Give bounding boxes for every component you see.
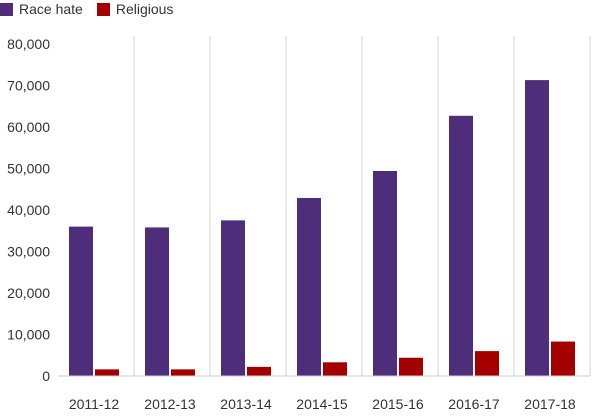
legend-label-religious: Religious bbox=[115, 1, 174, 17]
y-tick-label: 60,000 bbox=[7, 119, 50, 135]
bar-race-hate bbox=[373, 170, 397, 376]
legend-swatch-religious bbox=[96, 2, 110, 16]
bar-race-hate bbox=[525, 80, 549, 376]
bar-race-hate bbox=[145, 227, 169, 376]
x-tick-label: 2011-12 bbox=[69, 396, 120, 412]
x-tick-label: 2014-15 bbox=[296, 396, 348, 412]
y-tick-label: 20,000 bbox=[7, 285, 50, 301]
y-tick-label: 0 bbox=[42, 368, 50, 384]
bar-religious bbox=[323, 362, 347, 376]
x-tick-label: 2017-18 bbox=[524, 396, 576, 412]
y-tick-label: 30,000 bbox=[7, 244, 50, 260]
bar-religious bbox=[171, 369, 195, 376]
bar-religious bbox=[551, 341, 575, 376]
bar-religious bbox=[475, 351, 499, 376]
y-tick-label: 70,000 bbox=[7, 78, 50, 94]
bar-race-hate bbox=[69, 226, 93, 376]
y-tick-label: 10,000 bbox=[7, 327, 50, 343]
bar-religious bbox=[247, 366, 271, 376]
x-tick-label: 2012-13 bbox=[144, 396, 196, 412]
bar-religious bbox=[399, 357, 423, 376]
y-tick-label: 80,000 bbox=[7, 36, 50, 52]
x-tick-label: 2013-14 bbox=[220, 396, 272, 412]
legend: Race hate Religious bbox=[0, 0, 187, 18]
legend-label-race-hate: Race hate bbox=[19, 1, 83, 17]
legend-item-religious: Religious bbox=[96, 1, 174, 17]
legend-item-race-hate: Race hate bbox=[0, 1, 83, 17]
bar-race-hate bbox=[449, 115, 473, 377]
legend-swatch-race-hate bbox=[0, 2, 13, 16]
x-tick-label: 2016-17 bbox=[448, 396, 500, 412]
bar-race-hate bbox=[297, 197, 321, 376]
bar-race-hate bbox=[221, 220, 245, 376]
y-tick-label: 50,000 bbox=[7, 161, 50, 177]
y-tick-label: 40,000 bbox=[7, 202, 50, 218]
bar-religious bbox=[95, 369, 119, 376]
x-tick-label: 2015-16 bbox=[372, 396, 424, 412]
